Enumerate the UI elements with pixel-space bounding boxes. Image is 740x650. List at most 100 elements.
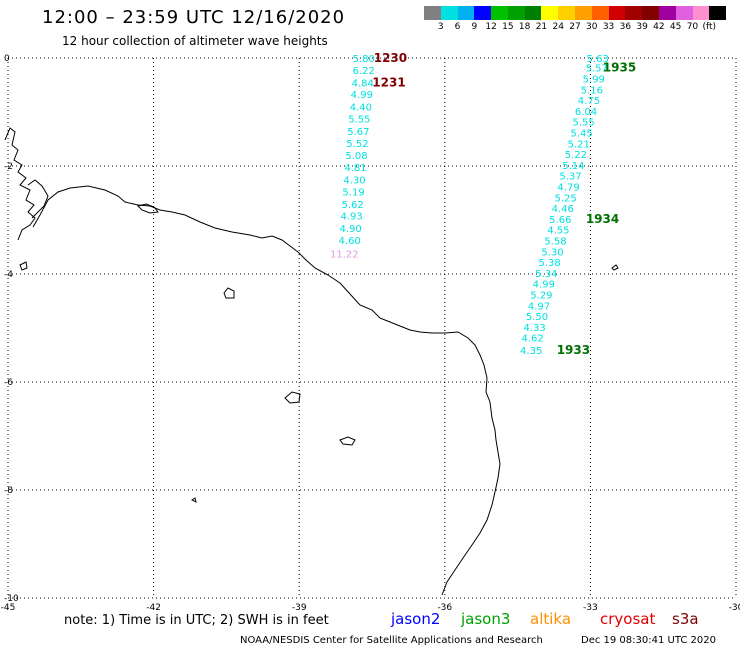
wave-height-label: 5.19 (342, 187, 364, 198)
wave-height-label: 4.99 (351, 90, 373, 101)
color-scale-swatch (625, 6, 643, 20)
island-6 (611, 264, 619, 271)
wave-height-label: 5.66 (549, 215, 571, 226)
color-scale-swatch (558, 6, 576, 20)
island-7 (191, 497, 197, 503)
wave-height-label: 4.79 (557, 183, 579, 194)
wave-height-label: 5.14 (562, 161, 584, 172)
legend-item: jason3 (461, 610, 511, 628)
color-scale-swatch (507, 6, 525, 20)
coastline-mainland (32, 185, 501, 596)
color-scale-swatch (658, 6, 676, 20)
wave-height-label: 4.60 (339, 236, 361, 247)
wave-height-label: 5.99 (583, 75, 605, 86)
wave-height-label: 5.29 (530, 291, 552, 302)
color-scale-label: 24 (552, 22, 564, 32)
map-grid (7, 57, 737, 599)
wave-height-label: 5.37 (559, 172, 581, 183)
color-scale-swatch (457, 6, 475, 20)
color-scale-label: 45 (669, 22, 682, 32)
color-scale-bar (424, 6, 727, 20)
color-scale-swatch (424, 6, 441, 20)
color-scale-label: 9 (471, 22, 478, 32)
wave-height-label: 5.30 (541, 247, 563, 258)
wave-height-label: 4.84 (352, 78, 374, 89)
color-scale-label: 36 (619, 22, 632, 32)
color-scale-label: 6 (454, 22, 461, 32)
credit-timestamp: Dec 19 08:30:41 UTC 2020 (581, 635, 716, 646)
lat-tick-label: 0 (4, 54, 10, 64)
wave-height-label: 4.90 (340, 224, 362, 235)
lat-tick-label: -10 (4, 594, 19, 604)
lon-tick-label: -42 (146, 603, 161, 613)
wave-height-label: 4.62 (522, 334, 544, 345)
wave-height-label: 4.55 (547, 226, 569, 237)
color-scale-label: 33 (602, 22, 615, 32)
island-2 (137, 203, 159, 214)
wave-height-label: 5.57 (586, 64, 608, 75)
wave-height-label: 5.67 (347, 127, 369, 138)
wave-height-label: 4.40 (350, 103, 372, 114)
color-scale-labels: 3 6 9 12 15 18 21 24 27 30 33 36 39 42 45 70 (ft) (424, 22, 740, 34)
color-scale-label: 15 (502, 22, 514, 32)
color-scale-swatch (575, 6, 592, 20)
pass-time-label: 1231 (372, 75, 405, 89)
color-scale-swatch (524, 6, 542, 20)
lat-tick-label: -6 (4, 378, 13, 388)
wave-height-label: 4.30 (343, 176, 365, 187)
wave-height-label: 5.55 (348, 114, 370, 125)
pass-time-label: 1230 (374, 51, 407, 65)
coastline (4, 127, 619, 596)
color-scale-label: 3 (437, 22, 444, 32)
coastline-northwest (4, 127, 36, 241)
wave-height-label: 5.16 (581, 85, 603, 96)
island-3 (223, 287, 235, 299)
island-5 (339, 436, 356, 446)
page-subtitle: 12 hour collection of altimeter wave hei… (62, 34, 328, 48)
lat-tick-label: -2 (4, 162, 13, 172)
color-scale-swatch (608, 6, 626, 20)
wave-height-label: 4.99 (533, 280, 555, 291)
wave-height-label: 4.35 (520, 346, 542, 357)
wave-height-label: 5.08 (345, 151, 367, 162)
wave-height-label: 5.38 (538, 258, 560, 269)
color-scale-swatch (491, 6, 508, 20)
color-scale-swatch (642, 6, 659, 20)
color-scale-swatch (591, 6, 609, 20)
color-scale-label: 39 (636, 22, 648, 32)
color-scale-swatch (692, 6, 710, 20)
lat-tick-label: -8 (4, 486, 13, 496)
lon-tick-label: -30 (729, 603, 740, 613)
wave-height-label: 4.97 (528, 301, 550, 312)
lon-tick-label: -39 (292, 603, 307, 613)
color-scale-swatch (541, 6, 559, 20)
wave-height-label: 5.21 (568, 139, 590, 150)
wave-height-label: 5.80 (353, 54, 375, 65)
wave-height-label: 4.46 (552, 204, 574, 215)
legend-item: jason2 (391, 610, 441, 628)
legend-item: s3a (672, 610, 699, 628)
legend-item: altika (530, 610, 572, 628)
legend-item: cryosat (600, 610, 656, 628)
wave-height-label: 5.50 (526, 312, 548, 323)
island-1 (19, 261, 28, 271)
coastline-bay (27, 179, 49, 219)
wave-height-label: 4.81 (344, 163, 366, 174)
wave-height-label: 5.25 (555, 193, 577, 204)
wave-height-label: 5.52 (346, 139, 368, 150)
footer-note: note: 1) Time is in UTC; 2) SWH is in fe… (64, 613, 329, 628)
wave-height-label: 5.55 (572, 118, 594, 129)
color-scale-label: 27 (569, 22, 581, 32)
lon-tick-label: -33 (583, 603, 598, 613)
pass-time-label: 1935 (603, 61, 636, 75)
pass-time-label: 1934 (586, 212, 619, 226)
color-scale-label: 21 (535, 22, 548, 32)
altimeter-tracks: 5.806.224.844.994.405.555.675.525.084.81… (330, 54, 609, 357)
credit-text: NOAA/NESDIS Center for Satellite Applica… (240, 635, 543, 646)
wave-height-label: 4.33 (523, 323, 545, 334)
color-scale-label: 18 (518, 22, 531, 32)
wave-height-label: 5.63 (587, 54, 609, 65)
color-scale-label: 42 (653, 22, 665, 32)
color-scale-label: 30 (586, 22, 598, 32)
wave-height-label: 5.58 (544, 237, 566, 248)
